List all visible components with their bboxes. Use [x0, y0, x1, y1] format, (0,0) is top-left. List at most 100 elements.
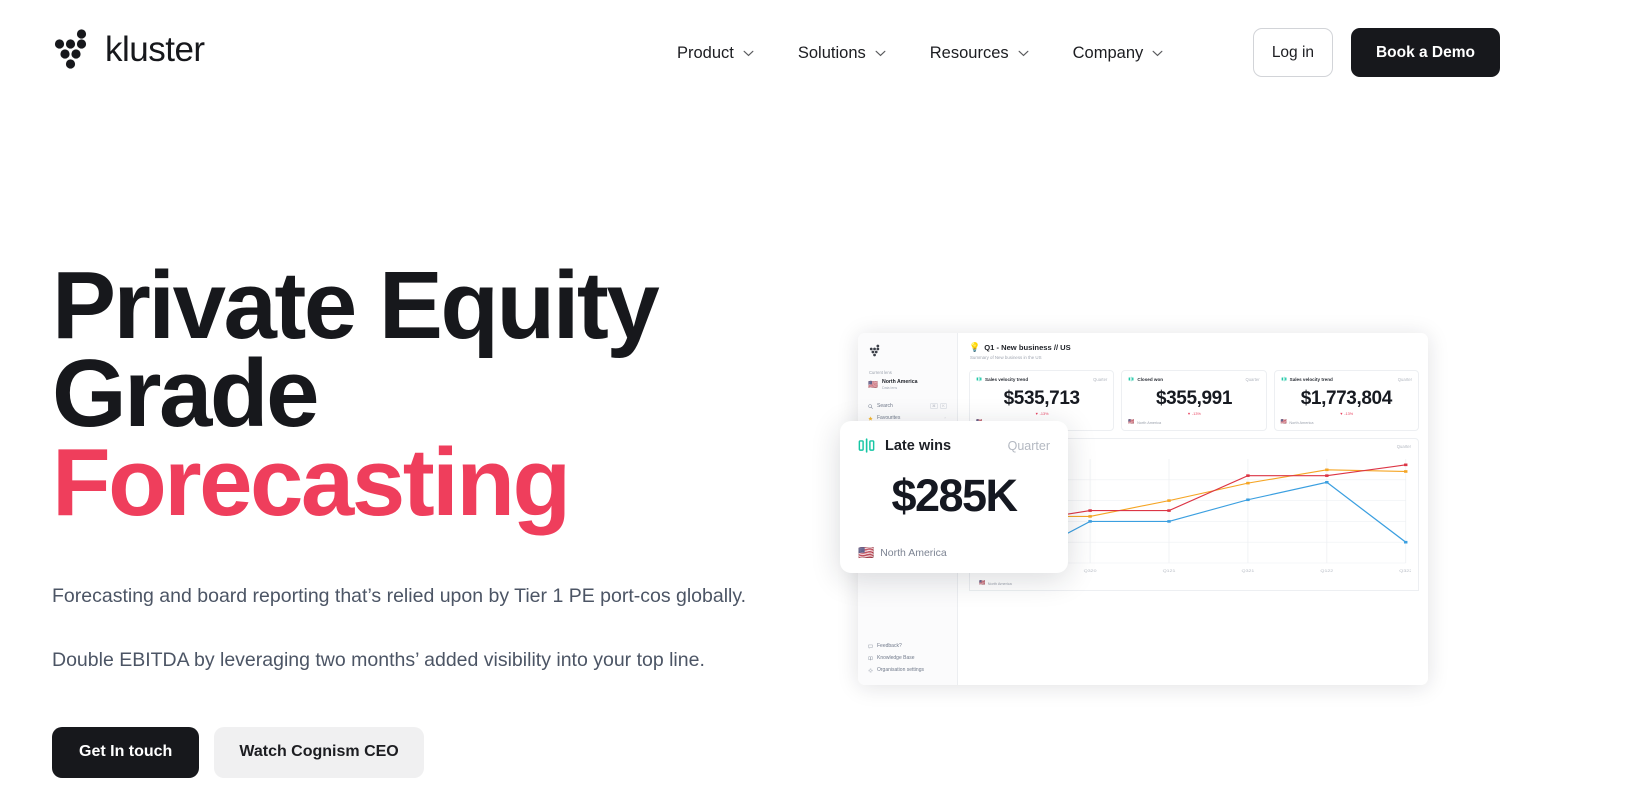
search-shortcut: ⌘ K: [929, 403, 947, 409]
star-icon: [868, 415, 873, 421]
nav-item-label: Product: [677, 43, 734, 62]
chevron-down-icon: [875, 50, 886, 56]
chart-period: Quarter: [1396, 444, 1411, 449]
kpi-card-row: Sales velocity trend Quarter $535,713 ▼ …: [969, 370, 1419, 431]
current-lens-label: Current lens: [869, 370, 892, 375]
nav-item-resources[interactable]: Resources: [908, 38, 1051, 68]
get-in-touch-button[interactable]: Get In touch: [52, 726, 200, 778]
svg-text:Q321: Q321: [1242, 569, 1255, 573]
nav-item-label: Company: [1072, 43, 1144, 62]
brand-logo[interactable]: kluster: [52, 28, 205, 70]
chevron-down-icon: [1018, 50, 1029, 56]
us-flag-icon: 🇺🇸: [868, 379, 878, 389]
chevron-down-icon: [743, 50, 754, 56]
kpi-value: $355,991: [1155, 388, 1233, 409]
bar-chart-icon: [976, 376, 982, 382]
sidebar-item-knowledge-base[interactable]: Knowledge Base: [865, 652, 950, 664]
chart-region: 🇺🇸 North America: [979, 581, 1012, 586]
chevron-right-icon: ›: [944, 416, 946, 420]
sidebar-item-feedback[interactable]: Feedback?: [865, 640, 950, 652]
kpi-period: Quarter: [1245, 376, 1260, 382]
trended-forecasts-card[interactable]: Trended forecasts Quarter 0255075100 Q12…: [969, 438, 1419, 591]
page-title: Private Equity Grade Forecasting: [52, 258, 812, 531]
kpi-header: Sales velocity trend Quarter: [1281, 376, 1412, 382]
kpi-region: 🇺🇸 North America: [1128, 420, 1259, 425]
kluster-dots-logo-icon: [869, 344, 880, 357]
kpi-region: 🇺🇸 North America: [1281, 420, 1412, 425]
site-header: kluster Product Solutions Resources Comp…: [0, 0, 1646, 106]
kpi-header: Closed won Quarter: [1128, 376, 1260, 382]
kpi-region-label: North America: [1137, 420, 1162, 425]
late-wins-value: $285K: [891, 470, 1018, 521]
nav-item-product[interactable]: Product: [655, 38, 776, 68]
book-demo-button[interactable]: Book a Demo: [1350, 28, 1500, 77]
svg-text:Q122: Q122: [1320, 569, 1333, 573]
chat-icon: [868, 644, 873, 649]
hero-paragraph-1: Forecasting and board reporting that’s r…: [52, 584, 747, 607]
kluster-dots-logo-icon: [54, 29, 87, 69]
sidebar-item-favourites[interactable]: Favourites ›: [865, 412, 950, 424]
nav-item-label: Resources: [929, 43, 1009, 62]
late-wins-region-label: North America: [880, 546, 947, 559]
kpi-name: Closed won: [1137, 376, 1164, 382]
kpi-name: Sales velocity trend: [985, 376, 1029, 382]
board-title: Q1 - New business // US: [984, 343, 1071, 352]
kpi-region-label: North America: [1289, 420, 1314, 425]
main-navigation: Product Solutions Resources Company: [655, 38, 1185, 68]
hero-content: Private Equity Grade Forecasting Forecas…: [52, 258, 812, 778]
board-title-row: 💡 Q1 - New business // US: [969, 342, 1419, 353]
kpi-period: Quarter: [1397, 376, 1412, 382]
headline-line-2-accent: Forecasting: [52, 428, 571, 536]
current-lens-value[interactable]: 🇺🇸 North America Data lens: [868, 379, 950, 390]
brand-name: kluster: [105, 29, 205, 69]
headline-line-1: Private Equity: [52, 252, 660, 359]
lens-subtitle: Data lens: [881, 386, 898, 390]
late-wins-header: Late wins Quarter: [858, 437, 1050, 454]
bar-chart-icon: [1281, 376, 1287, 382]
svg-text:Q320: Q320: [1084, 569, 1097, 573]
kpi-card[interactable]: Closed won Quarter $355,991 ▼ -13% 🇺🇸 No…: [1121, 370, 1267, 431]
kpi-card[interactable]: Sales velocity trend Quarter $1,773,804 …: [1273, 370, 1419, 431]
book-icon: [868, 656, 873, 660]
late-wins-title: Late wins: [885, 437, 952, 454]
shortcut-key-k: K: [939, 403, 947, 409]
kpi-name: Sales velocity trend: [1289, 376, 1333, 382]
sidebar-item-organisation-settings[interactable]: Organisation settings: [865, 664, 950, 676]
kpi-value: $535,713: [1003, 388, 1080, 409]
login-button[interactable]: Log in: [1252, 28, 1333, 77]
nav-item-company[interactable]: Company: [1051, 38, 1186, 68]
sidebar-item-label: Knowledge Base: [877, 655, 915, 661]
svg-text:Q322: Q322: [1399, 569, 1411, 573]
us-flag-icon: 🇺🇸: [1280, 419, 1287, 425]
kpi-value: $1,773,804: [1300, 388, 1392, 409]
us-flag-icon: 🇺🇸: [979, 580, 986, 586]
svg-text:Q121: Q121: [1163, 569, 1176, 573]
us-flag-icon: 🇺🇸: [1128, 419, 1135, 425]
chart-bars-icon: [858, 438, 875, 453]
nav-item-solutions[interactable]: Solutions: [776, 38, 908, 68]
kpi-delta: ▼ -13%: [1034, 412, 1049, 416]
late-wins-card[interactable]: Late wins Quarter $285K 🇺🇸 North America: [840, 421, 1068, 573]
late-wins-region: 🇺🇸 North America: [858, 546, 1050, 559]
line-chart-svg: 0255075100 Q120Q320Q121Q321Q122Q322: [997, 459, 1411, 573]
sidebar-item-label: Feedback?: [877, 643, 902, 649]
search-icon: [868, 403, 873, 409]
line-chart: 0255075100 Q120Q320Q121Q321Q122Q322: [977, 453, 1411, 575]
lens-name: North America: [881, 379, 918, 385]
favourites-chevron: ›: [943, 416, 947, 420]
header-actions: Log in Book a Demo: [1252, 28, 1500, 77]
chevron-down-icon: [1152, 50, 1163, 56]
sidebar-item-label: Favourites: [877, 415, 901, 421]
sidebar-item-label: Organisation settings: [877, 667, 924, 673]
sidebar-item-search[interactable]: Search ⌘ K: [865, 400, 950, 412]
hero-paragraph-2: Double EBITDA by leveraging two months’ …: [52, 648, 705, 671]
headline-line-2-plain: Grade: [52, 340, 319, 448]
gear-icon: [868, 667, 873, 673]
nav-item-label: Solutions: [797, 43, 866, 62]
us-flag-icon: 🇺🇸: [858, 545, 875, 560]
kpi-period: Quarter: [1093, 376, 1108, 382]
shortcut-key-cmd: ⌘: [929, 403, 938, 409]
board-emoji-icon: 💡: [969, 342, 981, 352]
chart-region-label: North America: [987, 581, 1012, 586]
watch-cognism-ceo-button[interactable]: Watch Cognism CEO: [214, 726, 424, 778]
